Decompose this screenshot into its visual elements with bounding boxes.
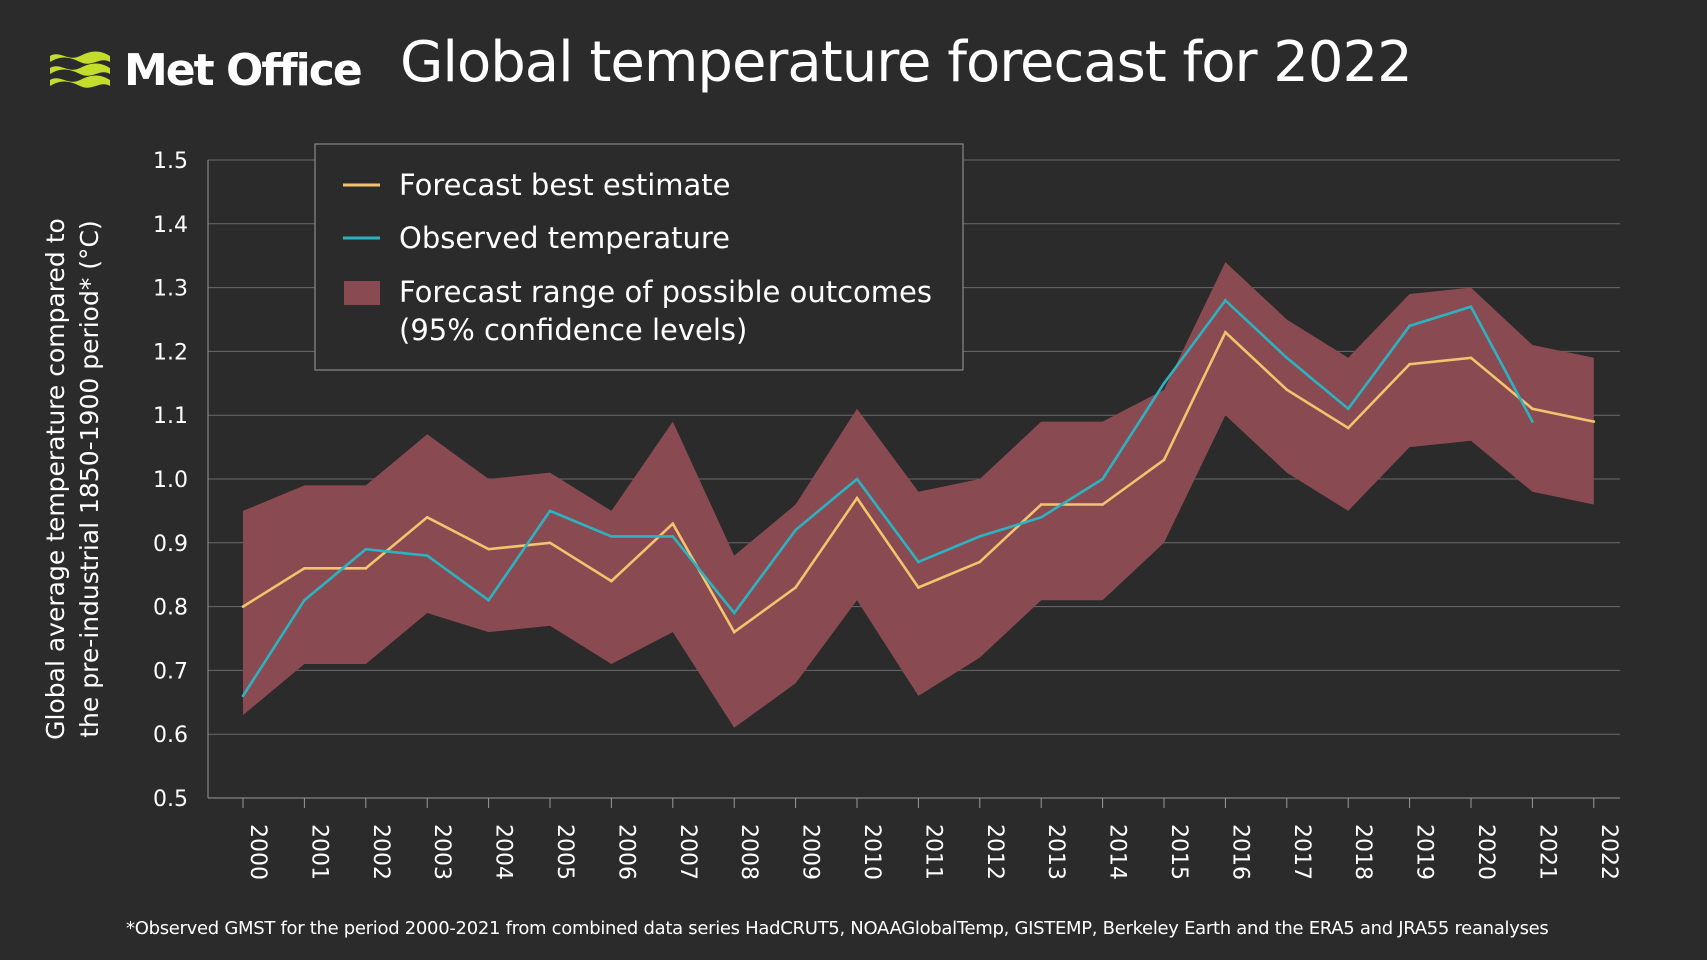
- x-tick-label: 2013: [1043, 824, 1068, 880]
- data-point: [732, 611, 736, 615]
- footnote: *Observed GMST for the period 2000-2021 …: [126, 918, 1549, 939]
- logo-text: Met Office: [124, 44, 363, 96]
- data-point: [1224, 330, 1227, 334]
- data-point: [425, 554, 429, 557]
- data-point: [1469, 356, 1473, 360]
- data-point: [548, 509, 552, 513]
- data-point: [978, 560, 982, 564]
- data-point: [241, 605, 245, 608]
- data-point: [794, 586, 797, 589]
- legend-label-range: Forecast range of possible outcomes: [399, 275, 932, 309]
- data-point: [1346, 407, 1350, 411]
- forecast-range-band: [243, 262, 1594, 728]
- y-axis-label: Global average temperature compared to th…: [41, 218, 104, 740]
- y-tick-label: 1.0: [153, 468, 188, 493]
- data-point: [794, 528, 797, 532]
- x-tick-label: 2005: [552, 824, 577, 880]
- data-point: [1592, 420, 1596, 423]
- x-tick-label: 2020: [1473, 824, 1498, 880]
- y-axis-label-line: the pre-industrial 1850-1900 period* (°C…: [75, 220, 104, 738]
- data-point: [1224, 299, 1227, 302]
- data-point: [610, 535, 613, 538]
- data-point: [855, 496, 859, 500]
- x-tick-label: 2003: [429, 824, 454, 880]
- x-tick-label: 2012: [982, 824, 1007, 880]
- y-tick-label: 1.3: [153, 277, 188, 302]
- data-point: [1162, 458, 1166, 462]
- temperature-chart: 0.5 0.6 0.7 0.8 0.9 1.0 1.1 1.2 1.3 1.4 1.5 Global …: [41, 143, 1621, 880]
- data-point: [1408, 324, 1411, 328]
- legend: Forecast best estimate Observed temperatu…: [314, 143, 964, 371]
- data-point: [303, 598, 306, 602]
- data-point: [610, 579, 613, 583]
- data-point: [303, 567, 306, 570]
- data-point: [1408, 362, 1411, 366]
- data-point: [1346, 426, 1350, 430]
- data-point: [917, 586, 920, 589]
- legend-label-forecast: Forecast best estimate: [399, 168, 731, 202]
- met-office-waves-icon: [50, 51, 110, 88]
- data-point: [1162, 382, 1166, 385]
- y-tick-label: 1.2: [153, 340, 188, 365]
- data-point: [1039, 503, 1043, 506]
- x-tick-label: 2008: [736, 824, 761, 880]
- data-point: [1469, 305, 1473, 309]
- legend-swatch-range: [344, 281, 380, 305]
- data-point: [1285, 356, 1289, 360]
- x-tick-label: 2000: [245, 824, 270, 880]
- y-tick-label: 0.8: [153, 596, 188, 621]
- data-point: [855, 477, 859, 481]
- y-tick-label: 0.5: [153, 787, 188, 812]
- data-point: [1531, 420, 1534, 423]
- data-point: [364, 547, 368, 551]
- chart-title: Global temperature forecast for 2022: [400, 30, 1413, 95]
- x-tick-label: 2017: [1289, 824, 1314, 880]
- x-tick-label: 2014: [1105, 824, 1130, 880]
- data-point: [1101, 503, 1104, 506]
- x-tick-label: 2015: [1166, 824, 1191, 880]
- x-tick-label: 2007: [675, 824, 700, 880]
- legend-label-range: (95% confidence levels): [399, 313, 747, 347]
- x-tick-label: 2019: [1412, 824, 1437, 880]
- y-tick-label: 1.4: [153, 213, 188, 238]
- legend-label-observed: Observed temperature: [399, 221, 730, 255]
- x-tick-label: 2021: [1534, 824, 1559, 880]
- x-tick-label: 2011: [920, 824, 945, 880]
- data-point: [241, 694, 245, 698]
- data-point: [671, 535, 675, 538]
- y-axis-label-line: Global average temperature compared to: [41, 218, 70, 740]
- x-tick-label: 2006: [613, 824, 638, 880]
- data-point: [732, 630, 736, 634]
- y-tick-label: 0.6: [153, 723, 188, 748]
- x-tick-label: 2022: [1596, 824, 1621, 880]
- data-point: [548, 541, 552, 545]
- data-point: [1531, 407, 1534, 411]
- met-office-logo: Met Office: [48, 40, 363, 100]
- observed-line: [241, 298, 1534, 697]
- data-point: [671, 522, 675, 525]
- y-tick-label: 1.5: [153, 149, 188, 174]
- x-tick-label: 2009: [798, 824, 823, 880]
- x-tick-label: 2018: [1350, 824, 1375, 880]
- data-point: [917, 560, 920, 564]
- x-tick-label: 2004: [491, 824, 516, 880]
- data-point: [978, 535, 982, 538]
- x-tick-label: 2016: [1227, 824, 1252, 880]
- y-tick-label: 0.7: [153, 659, 188, 684]
- data-point: [364, 567, 368, 570]
- data-point: [425, 515, 429, 519]
- data-point: [1039, 515, 1043, 519]
- y-tick-label: 1.1: [153, 404, 188, 429]
- data-point: [487, 547, 490, 551]
- data-point: [1285, 388, 1289, 391]
- y-tick-label: 0.9: [153, 532, 188, 557]
- data-point: [1101, 477, 1104, 481]
- x-tick-label: 2002: [368, 824, 393, 880]
- x-tick-label: 2001: [306, 824, 331, 880]
- x-tick-label: 2010: [859, 824, 884, 880]
- legend-box: [314, 143, 964, 371]
- data-point: [487, 598, 490, 602]
